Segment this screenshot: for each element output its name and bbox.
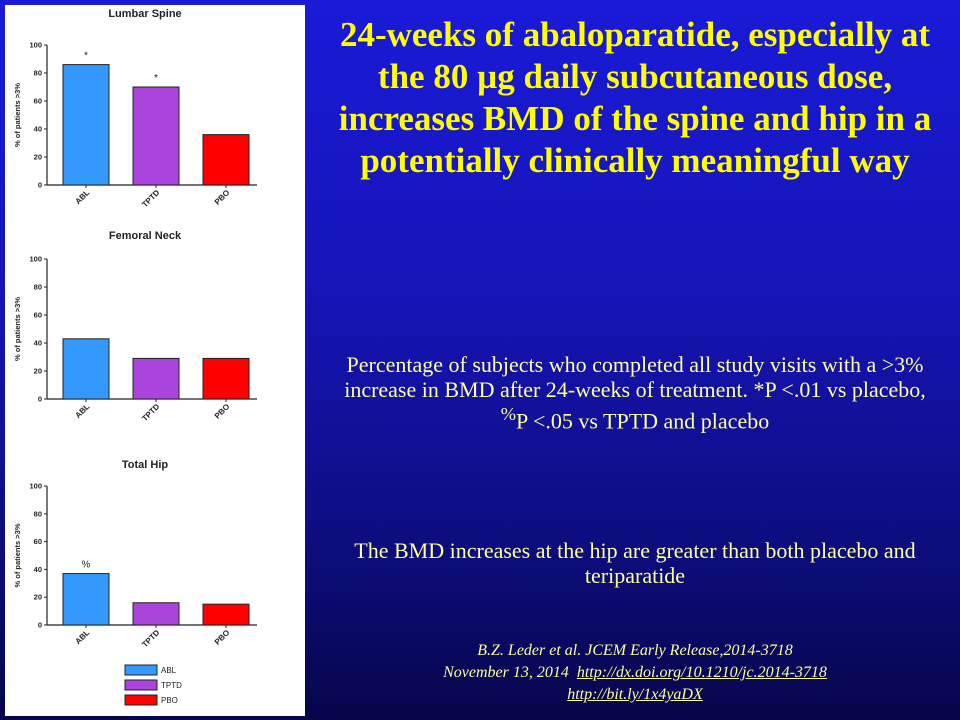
y-tick-label: 100 — [29, 41, 42, 50]
y-tick-label: 40 — [34, 339, 42, 348]
y-tick-label: 100 — [29, 482, 42, 491]
legend-swatch-tptd — [124, 679, 158, 691]
y-tick-label: 0 — [38, 395, 42, 404]
x-category-label: TPTD — [140, 628, 161, 649]
y-axis-label: % of patients >3% — [13, 83, 22, 147]
y-tick-label: 80 — [34, 509, 42, 518]
x-category-label: TPTD — [140, 402, 161, 423]
short-link[interactable]: http://bit.ly/1x4yaDX — [567, 686, 703, 703]
conclusion-text: The BMD increases at the hip are greater… — [354, 538, 916, 588]
caption-text-part2: P <.05 vs TPTD and placebo — [516, 408, 770, 434]
citation-line-3: http://bit.ly/1x4yaDX — [330, 684, 940, 706]
y-tick-label: 20 — [34, 153, 42, 162]
y-tick-label: 80 — [34, 69, 42, 78]
y-tick-label: 80 — [34, 283, 42, 292]
doi-link[interactable]: http://dx.doi.org/10.1210/jc.2014-3718 — [576, 664, 827, 681]
citation-line-1: B.Z. Leder et al. JCEM Early Release,201… — [477, 642, 793, 659]
y-tick-label: 100 — [29, 255, 42, 264]
chart-title: Femoral Neck — [109, 230, 182, 242]
legend-label: PBO — [161, 696, 178, 705]
slide-title: 24-weeks of abaloparatide, especially at… — [338, 15, 932, 180]
chart-title: Total Hip — [122, 459, 169, 471]
bar-abl — [62, 64, 110, 186]
y-axis-label: % of patients >3% — [13, 523, 22, 587]
legend-label: ABL — [161, 666, 177, 675]
chart-title: Lumbar Spine — [108, 8, 181, 20]
caption-percent-superscript: % — [500, 404, 517, 424]
legend-label: TPTD — [161, 681, 182, 690]
y-tick-label: 0 — [38, 621, 42, 630]
significance-marker: * — [84, 51, 88, 62]
y-tick-label: 60 — [34, 537, 42, 546]
y-tick-label: 0 — [38, 181, 42, 190]
legend-swatch-pbo — [124, 694, 158, 706]
bar-abl — [62, 573, 110, 626]
y-tick-label: 20 — [34, 367, 42, 376]
bar-tptd — [132, 602, 180, 626]
y-tick-label: 60 — [34, 97, 42, 106]
chart-panel: Lumbar Spine 0 20 40 60 80 100 % of patients >3… — [5, 5, 305, 716]
citation-line-2: November 13, 2014 http://dx.doi.org/10.1… — [330, 662, 940, 684]
caption-text-part1: Percentage of subjects who completed all… — [344, 352, 926, 402]
y-tick-label: 40 — [34, 565, 42, 574]
figure-caption: Percentage of subjects who completed all… — [330, 352, 940, 433]
y-axis-label: % of patients >3% — [13, 297, 22, 361]
significance-marker: * — [154, 73, 158, 84]
x-category-label: TPTD — [140, 188, 161, 209]
x-category-label: ABL — [73, 188, 91, 206]
legend-swatch-abl — [124, 664, 158, 676]
x-category-label: PBO — [213, 188, 232, 207]
bar-tptd — [132, 357, 180, 400]
bar-pbo — [202, 603, 250, 626]
bar-pbo — [202, 357, 250, 400]
bar-tptd — [132, 86, 180, 186]
y-tick-label: 60 — [34, 311, 42, 320]
y-tick-label: 40 — [34, 125, 42, 134]
bar-charts-svg: Lumbar Spine 0 20 40 60 80 100 % of patients >3… — [13, 8, 257, 706]
x-category-label: ABL — [73, 402, 91, 420]
significance-marker: % — [82, 560, 91, 571]
x-category-label: PBO — [213, 628, 232, 647]
x-category-label: ABL — [73, 628, 91, 646]
y-tick-label: 20 — [34, 593, 42, 602]
bar-abl — [62, 338, 110, 400]
bar-pbo — [202, 134, 250, 186]
x-category-label: PBO — [213, 402, 232, 421]
citation-date: November 13, 2014 — [443, 664, 569, 681]
citation: B.Z. Leder et al. JCEM Early Release,201… — [330, 640, 940, 706]
